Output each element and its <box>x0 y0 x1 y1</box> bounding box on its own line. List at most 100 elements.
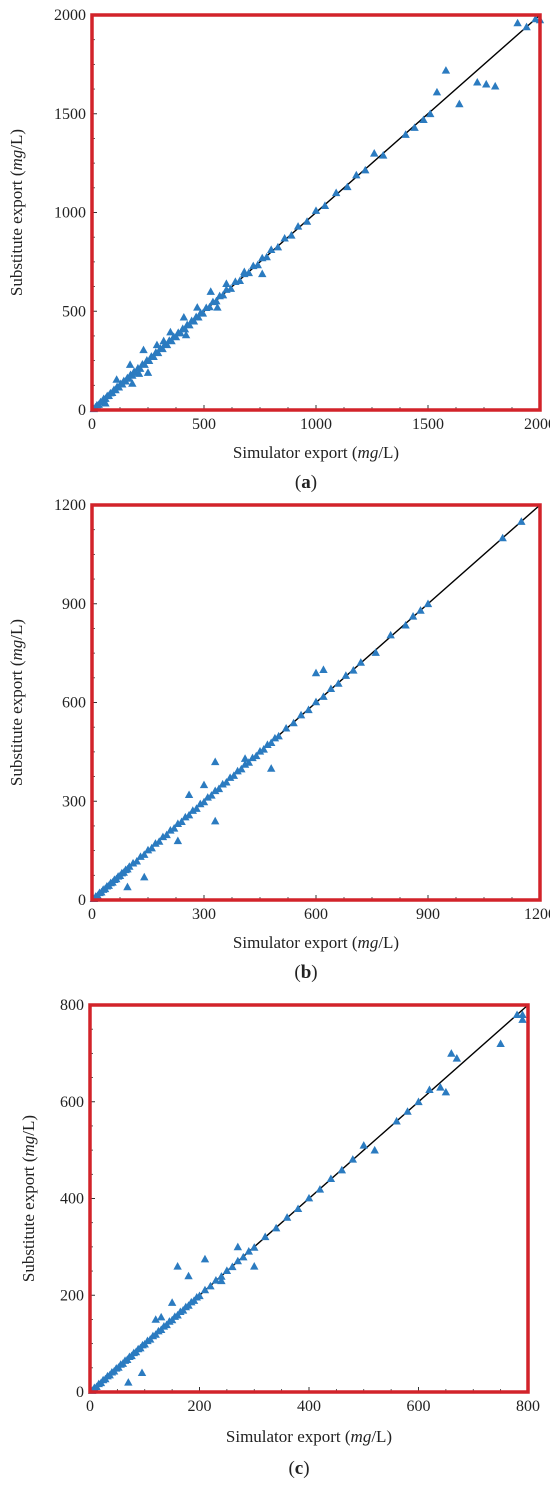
data-point <box>233 1242 243 1251</box>
data-point <box>356 658 365 666</box>
x-tick-label: 0 <box>88 416 96 433</box>
y-tick-label: 800 <box>60 997 84 1014</box>
data-point <box>302 217 312 225</box>
panel-caption: (b) <box>294 962 317 983</box>
data-point <box>222 279 231 287</box>
data-point <box>173 819 183 827</box>
data-point <box>235 276 245 284</box>
data-point <box>337 1165 347 1174</box>
data-point <box>262 252 271 261</box>
data-point <box>124 1378 133 1386</box>
data-point <box>401 130 410 138</box>
data-point <box>166 826 175 834</box>
data-point <box>185 320 194 329</box>
data-point <box>199 780 209 789</box>
data-point <box>512 1010 522 1019</box>
data-point <box>240 760 250 768</box>
panel-caption: (c) <box>288 1458 309 1479</box>
data-point <box>370 1145 379 1154</box>
data-point <box>274 731 283 740</box>
y-tick-label: 0 <box>76 1384 84 1401</box>
data-point <box>517 517 526 525</box>
data-point <box>392 1116 401 1125</box>
data-point <box>151 1315 160 1323</box>
x-tick-label: 1000 <box>300 416 332 433</box>
data-point <box>205 302 214 311</box>
y-tick-label: 200 <box>60 1287 84 1304</box>
data-point <box>244 758 253 766</box>
data-point <box>315 1185 325 1193</box>
data-point <box>331 188 341 197</box>
data-point <box>319 692 328 700</box>
data-point <box>229 771 239 779</box>
data-point <box>371 648 380 656</box>
data-point <box>217 1276 226 1285</box>
chart-panel-a: 0 500 1000 1500 2000 0 500 1000 1500 2000 Simulato… <box>7 7 550 493</box>
x-tick-label: 2000 <box>524 416 550 433</box>
data-point <box>162 830 171 839</box>
data-point <box>188 806 197 814</box>
data-point <box>252 751 261 760</box>
data-point <box>132 856 141 865</box>
data-point <box>261 1232 270 1241</box>
data-point <box>263 740 272 748</box>
data-point <box>184 810 194 819</box>
data-point <box>320 201 330 209</box>
x-tick-label: 1200 <box>524 906 550 923</box>
data-point <box>349 666 358 674</box>
data-point <box>447 1049 456 1057</box>
data-point <box>267 245 276 253</box>
data-point <box>189 316 199 325</box>
data-point <box>258 269 267 278</box>
data-point <box>140 360 149 368</box>
data-point <box>143 845 153 854</box>
data-point <box>352 170 361 179</box>
data-point <box>194 312 203 321</box>
data-point <box>343 182 352 191</box>
y-axis-label: Substitute export (mg/L) <box>19 1115 38 1282</box>
data-point <box>482 79 491 88</box>
data-point <box>211 757 220 766</box>
data-point <box>214 784 224 793</box>
data-point <box>139 345 148 354</box>
y-tick-label: 1500 <box>54 106 86 123</box>
data-point <box>267 764 276 772</box>
data-point <box>240 754 250 762</box>
data-point <box>267 738 276 747</box>
x-tick-label: 600 <box>407 1398 431 1415</box>
data-point <box>167 1298 177 1306</box>
data-point <box>311 206 321 214</box>
data-point <box>101 398 110 407</box>
data-point <box>140 850 149 858</box>
data-point <box>200 1285 210 1294</box>
data-point <box>255 747 265 755</box>
x-axis-label: Simulator export (mg/L) <box>233 443 399 462</box>
data-point <box>513 18 522 27</box>
data-point <box>225 773 235 781</box>
data-point <box>181 812 190 821</box>
data-point <box>419 115 428 124</box>
data-point <box>226 284 236 292</box>
data-point <box>253 260 262 269</box>
data-point <box>401 620 410 629</box>
data-point <box>149 352 158 361</box>
data-point <box>233 1256 243 1265</box>
data-point <box>137 1368 147 1377</box>
data-point <box>282 1213 292 1221</box>
data-point <box>123 882 132 891</box>
x-tick-label: 300 <box>192 906 216 923</box>
data-point <box>386 630 395 639</box>
data-point <box>207 791 216 799</box>
data-point <box>222 1266 232 1274</box>
data-point <box>334 679 343 687</box>
plot-frame <box>88 1003 530 1394</box>
data-point <box>195 1291 204 1300</box>
data-point <box>222 777 231 786</box>
data-point <box>158 832 168 841</box>
plot-frame <box>90 13 542 412</box>
x-axis-label: Simulator export (mg/L) <box>226 1427 392 1446</box>
data-point <box>112 375 121 383</box>
y-tick-label: 900 <box>62 596 86 613</box>
data-point <box>144 356 154 364</box>
data-point <box>203 793 212 801</box>
